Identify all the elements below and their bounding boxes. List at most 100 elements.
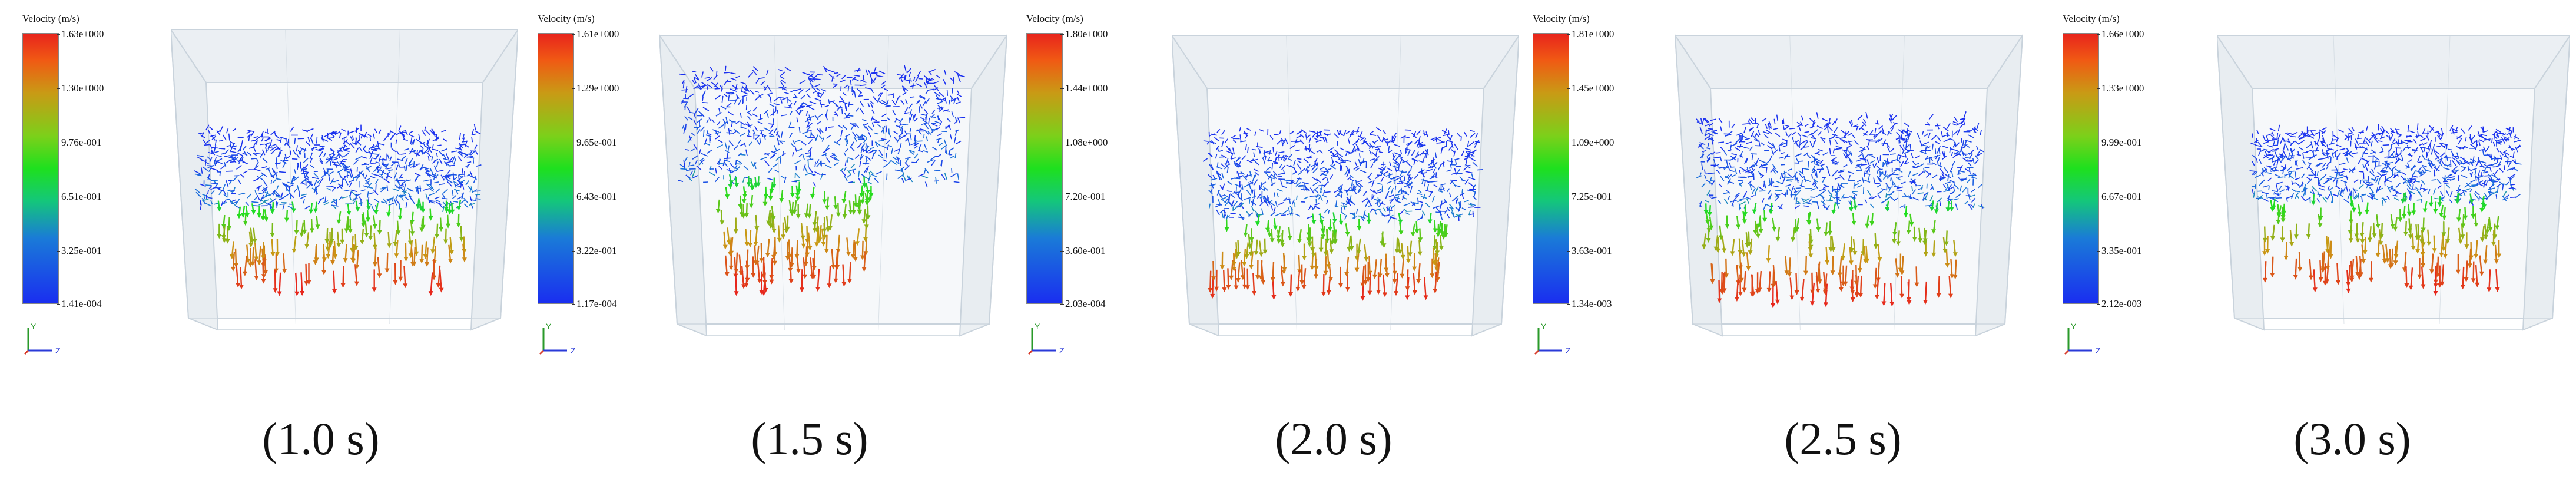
vector-arrowhead <box>1898 267 1903 273</box>
vector-arrowhead <box>1367 290 1372 296</box>
velocity-vector <box>2330 157 2332 163</box>
velocity-vector <box>1262 154 1266 160</box>
velocity-vector <box>429 188 434 193</box>
velocity-vector <box>1264 187 1269 191</box>
vector-arrowhead <box>1817 279 1822 285</box>
velocity-vector <box>1289 144 1295 149</box>
velocity-vector <box>1835 190 1840 193</box>
velocity-vector <box>860 143 866 150</box>
velocity-vector <box>1834 201 1841 204</box>
velocity-vector <box>376 144 382 151</box>
velocity-vector <box>422 130 426 137</box>
velocity-vector <box>1876 277 1879 297</box>
panel-1: Velocity (m/s) 1.63e+000 1.30e+000 9.76e… <box>0 0 518 486</box>
velocity-vector <box>831 76 834 82</box>
velocity-vector <box>748 112 752 117</box>
velocity-vector <box>301 129 309 133</box>
velocity-vector <box>860 148 863 153</box>
velocity-vector <box>1828 118 1831 123</box>
velocity-vector <box>745 149 748 157</box>
velocity-vector <box>405 164 408 171</box>
velocity-vector <box>1433 184 1438 187</box>
velocity-vector <box>923 82 928 89</box>
velocity-vector <box>1822 204 1829 210</box>
velocity-vector <box>954 117 957 122</box>
velocity-vector <box>279 197 283 200</box>
velocity-vector <box>1217 173 1221 180</box>
velocity-vector <box>1775 132 1781 137</box>
velocity-vector <box>764 110 768 114</box>
velocity-vector <box>1367 180 1373 184</box>
colorbar-tick: 1.61e+000 <box>571 28 619 39</box>
vector-arrowhead <box>366 217 370 223</box>
vector-arrowhead <box>273 288 278 293</box>
velocity-vector <box>456 179 462 186</box>
velocity-vector <box>766 112 769 118</box>
velocity-vector <box>468 186 472 190</box>
velocity-vector <box>904 138 909 142</box>
velocity-vector <box>1910 178 1916 183</box>
velocity-vector <box>1338 130 1342 135</box>
velocity-vector <box>742 91 748 95</box>
velocity-vector <box>1217 199 1221 204</box>
velocity-vector <box>1730 199 1738 203</box>
velocity-vector <box>847 170 851 175</box>
velocity-vector <box>346 141 351 146</box>
velocity-vector <box>1269 201 1275 207</box>
velocity-vector <box>1826 204 1830 211</box>
velocity-vector <box>859 136 866 141</box>
velocity-vector <box>1389 161 1391 167</box>
velocity-vector <box>1859 253 1862 271</box>
velocity-vector <box>1849 159 1852 165</box>
velocity-vector <box>1947 184 1952 190</box>
velocity-vector <box>1954 142 1960 148</box>
velocity-vector <box>364 178 371 182</box>
velocity-vector <box>1221 130 1225 135</box>
velocity-vector <box>395 139 397 144</box>
velocity-vector <box>757 121 763 125</box>
colorbar-tick: 1.80e+000 <box>1060 28 1108 39</box>
velocity-vector <box>286 156 290 159</box>
velocity-vector <box>431 156 433 161</box>
velocity-vector <box>396 150 400 156</box>
velocity-vector <box>1744 158 1748 164</box>
velocity-vector <box>409 150 416 153</box>
vector-arrowhead <box>728 265 734 270</box>
velocity-vector <box>1766 204 1772 207</box>
velocity-vector <box>1725 174 1729 178</box>
velocity-vector <box>1450 164 1452 169</box>
velocity-vector <box>1297 158 1302 160</box>
velocity-vector <box>899 118 903 124</box>
velocity-vector <box>924 130 929 135</box>
vector-arrowhead <box>1356 250 1361 255</box>
velocity-vector <box>854 154 860 159</box>
velocity-vector <box>1354 161 1358 167</box>
velocity-vector <box>1901 181 1906 184</box>
velocity-vector <box>777 225 780 240</box>
velocity-vector <box>1831 171 1837 177</box>
velocity-vector <box>825 114 828 121</box>
velocity-vector <box>1762 163 1769 167</box>
velocity-vector <box>758 77 765 80</box>
velocity-vector <box>1967 159 1974 161</box>
velocity-vector <box>396 158 404 161</box>
velocity-vector <box>400 156 406 161</box>
velocity-vector <box>1399 178 1403 184</box>
velocity-vector <box>471 128 475 135</box>
vector-arrowhead <box>1231 267 1236 272</box>
velocity-vector <box>1865 111 1868 119</box>
velocity-vector <box>1433 161 1438 167</box>
velocity-vector <box>271 189 276 195</box>
velocity-vector <box>247 193 252 199</box>
bin-edge <box>1471 88 1484 336</box>
velocity-vector <box>802 153 805 160</box>
velocity-vector <box>1224 163 1229 168</box>
velocity-vector <box>1378 201 1384 207</box>
velocity-vector <box>1812 120 1815 126</box>
velocity-vector <box>2318 187 2326 191</box>
velocity-vector <box>1441 185 1445 191</box>
velocity-vector <box>344 178 349 186</box>
vector-arrowhead <box>825 227 831 233</box>
vector-arrowhead <box>744 242 750 247</box>
velocity-vector <box>344 148 350 150</box>
